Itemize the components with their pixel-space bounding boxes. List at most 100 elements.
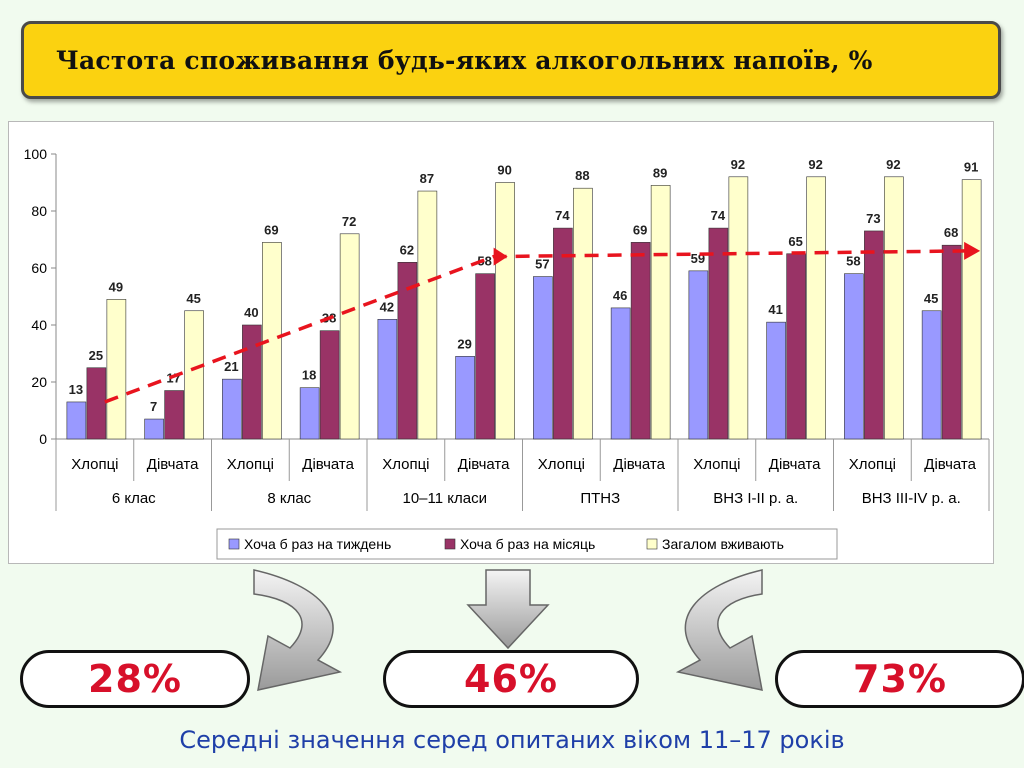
bar-chart: 020406080100132549Хлопці71745Дівчата2140…: [24, 146, 990, 560]
title-banner: Частота споживання будь-яких алкогольних…: [21, 21, 1001, 99]
bar: [164, 390, 184, 440]
category-label: Хлопці: [227, 456, 274, 473]
bar: [377, 319, 398, 440]
bar: [728, 176, 749, 440]
curved-arrow-right-icon: [675, 569, 763, 691]
category-label: Дівчата: [302, 456, 354, 473]
data-label: 21: [224, 359, 238, 374]
bar: [650, 185, 671, 440]
footer-caption: Середні значення серед опитаних віком 11…: [179, 726, 845, 754]
legend-swatch: [646, 538, 658, 550]
data-label: 90: [497, 163, 511, 178]
category-label: Хлопці: [382, 456, 429, 473]
data-label: 92: [886, 157, 900, 172]
group-label: ВНЗ ІІІ-ІV р. а.: [862, 490, 961, 507]
bar: [299, 387, 320, 440]
summary-value-1: 28%: [20, 650, 250, 708]
bar: [941, 244, 962, 440]
bar: [475, 273, 495, 440]
data-label: 13: [69, 382, 83, 397]
data-label: 46: [613, 288, 627, 303]
data-label: 73: [866, 211, 880, 226]
data-label: 91: [964, 160, 978, 175]
bar: [766, 321, 786, 440]
data-label: 7: [150, 399, 157, 414]
group-label: 8 клас: [267, 490, 311, 507]
bar: [397, 262, 418, 440]
y-tick-label: 40: [31, 317, 47, 333]
summary-value-2: 46%: [383, 650, 639, 708]
category-label: Хлопці: [693, 456, 740, 473]
data-label: 57: [535, 257, 549, 272]
data-label: 74: [555, 208, 570, 223]
bar: [688, 270, 709, 440]
category-label: Хлопці: [71, 456, 118, 473]
bar: [553, 227, 573, 440]
trend-arrowhead: [964, 241, 981, 260]
y-tick-label: 100: [24, 146, 48, 162]
bar: [495, 182, 515, 440]
bar: [806, 176, 826, 440]
bar: [417, 190, 438, 440]
data-label: 88: [575, 168, 589, 183]
legend-swatch: [444, 538, 456, 550]
data-label: 72: [342, 214, 356, 229]
data-label: 49: [109, 279, 123, 294]
category-label: Дівчата: [458, 456, 510, 473]
category-label: Хлопці: [538, 456, 585, 473]
bar: [262, 242, 282, 440]
legend-label: Хоча б раз на місяць: [460, 536, 595, 552]
data-label: 65: [788, 234, 802, 249]
category-label: Дівчата: [613, 456, 665, 473]
data-label: 25: [89, 348, 103, 363]
summary-value-3: 73%: [775, 650, 1024, 708]
bar: [533, 276, 553, 440]
bar: [884, 176, 904, 440]
bar: [242, 324, 262, 440]
group-label: 10–11 класи: [403, 490, 487, 507]
curved-arrow-left-icon: [253, 569, 343, 691]
data-label: 69: [633, 222, 647, 237]
legend-label: Загалом вживають: [662, 536, 784, 552]
data-label: 45: [186, 291, 200, 306]
data-label: 40: [244, 305, 258, 320]
group-label: ПТНЗ: [580, 490, 620, 507]
data-label: 18: [302, 368, 316, 383]
data-label: 62: [400, 242, 414, 257]
data-label: 92: [731, 157, 745, 172]
bar: [844, 273, 864, 440]
y-tick-label: 20: [31, 374, 47, 390]
bar: [339, 233, 360, 440]
data-label: 69: [264, 222, 278, 237]
legend-swatch: [228, 538, 240, 550]
data-label: 68: [944, 225, 958, 240]
data-label: 29: [457, 336, 471, 351]
bar: [864, 230, 884, 440]
trend-arrowhead: [493, 247, 508, 266]
chart-area: 0 20 40 60 80 100 13 25 49 Хлопці 7 17 45 Дівчата 21 40…: [8, 121, 994, 564]
category-label: Дівчата: [769, 456, 821, 473]
data-label: 92: [808, 157, 822, 172]
group-label: 6 клас: [112, 490, 156, 507]
bar: [106, 299, 127, 440]
legend-box: [216, 528, 838, 560]
bar: [630, 242, 651, 440]
slide-title: Частота споживання будь-яких алкогольних…: [56, 45, 873, 75]
y-tick-label: 80: [31, 203, 47, 219]
data-label: 89: [653, 165, 667, 180]
data-label: 41: [768, 302, 782, 317]
y-tick-label: 60: [31, 260, 47, 276]
data-label: 58: [846, 254, 860, 269]
data-label: 45: [924, 291, 938, 306]
bar: [144, 418, 164, 440]
bar: [610, 307, 631, 440]
bar: [184, 310, 204, 440]
down-arrow-icon: [466, 569, 550, 650]
bar: [921, 310, 942, 440]
data-label: 87: [420, 171, 434, 186]
bar: [319, 330, 340, 440]
category-label: Хлопці: [849, 456, 896, 473]
bar: [66, 401, 87, 440]
bar: [573, 187, 593, 440]
